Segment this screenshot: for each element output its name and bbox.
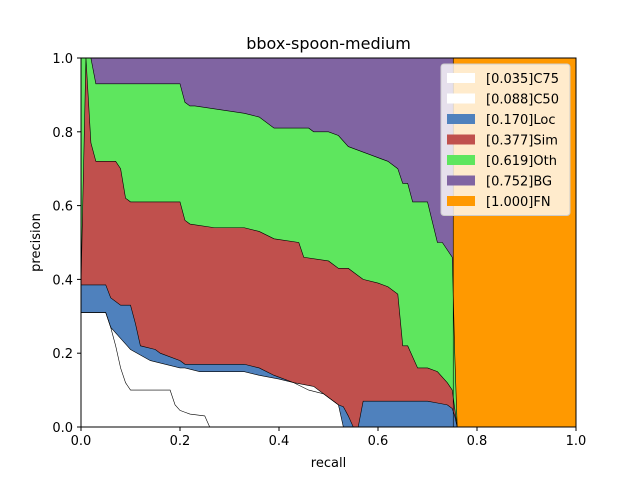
y-tick-label: 0.2 (52, 347, 73, 362)
x-tick-label: 0.0 (71, 434, 92, 449)
legend-entry: [0.377]Sim (486, 134, 558, 149)
y-tick-label: 0.6 (52, 200, 73, 215)
area-0-035-c75 (81, 312, 210, 427)
line-0-088-c50 (81, 312, 344, 428)
y-tick-label: 0.4 (52, 273, 73, 288)
legend-entry: [0.170]Loc (486, 113, 555, 128)
legend-swatch (447, 155, 475, 165)
area-layers (81, 58, 576, 427)
legend-entry: [0.035]C75 (486, 72, 559, 87)
y-axis-ticks: 0.0 0.2 0.4 0.6 0.8 1.0 (52, 52, 81, 436)
x-axis-label: recall (311, 456, 346, 471)
legend-entry: [0.088]C50 (486, 93, 559, 108)
legend-swatch (447, 175, 475, 186)
x-tick-label: 0.4 (269, 434, 290, 449)
x-axis-ticks: 0.0 0.2 0.4 0.6 0.8 1.0 (71, 427, 587, 449)
boundary-lines (80, 57, 458, 428)
legend-swatch (447, 114, 475, 124)
legend-swatch (447, 134, 475, 145)
line-0-377-sim (80, 57, 458, 428)
x-tick-label: 1.0 (566, 434, 587, 449)
area-0-377-sim (81, 58, 458, 427)
legend-swatch (447, 93, 475, 104)
y-tick-label: 0.8 (52, 126, 73, 141)
legend-entry: [0.752]BG (486, 175, 552, 190)
line-0-035-c75 (81, 312, 210, 428)
y-axis-label: precision (29, 213, 44, 272)
legend-entry: [1.000]FN (486, 195, 551, 210)
y-tick-label: 0.0 (52, 421, 73, 436)
chart-title: bbox-spoon-medium (246, 34, 411, 53)
x-tick-label: 0.8 (467, 434, 488, 449)
line-0-619-oth (81, 57, 458, 428)
line-0-170-loc (81, 284, 458, 428)
legend: [0.035]C75 [0.088]C50 [0.170]Loc [0.377]Sim… (440, 63, 571, 216)
legend-entry: [0.619]Oth (486, 154, 557, 169)
x-tick-label: 0.6 (368, 434, 389, 449)
legend-swatch (447, 196, 475, 206)
y-tick-label: 1.0 (52, 52, 73, 67)
x-tick-label: 0.2 (170, 434, 191, 449)
legend-swatch (447, 73, 475, 83)
plot-frame (80, 57, 577, 428)
